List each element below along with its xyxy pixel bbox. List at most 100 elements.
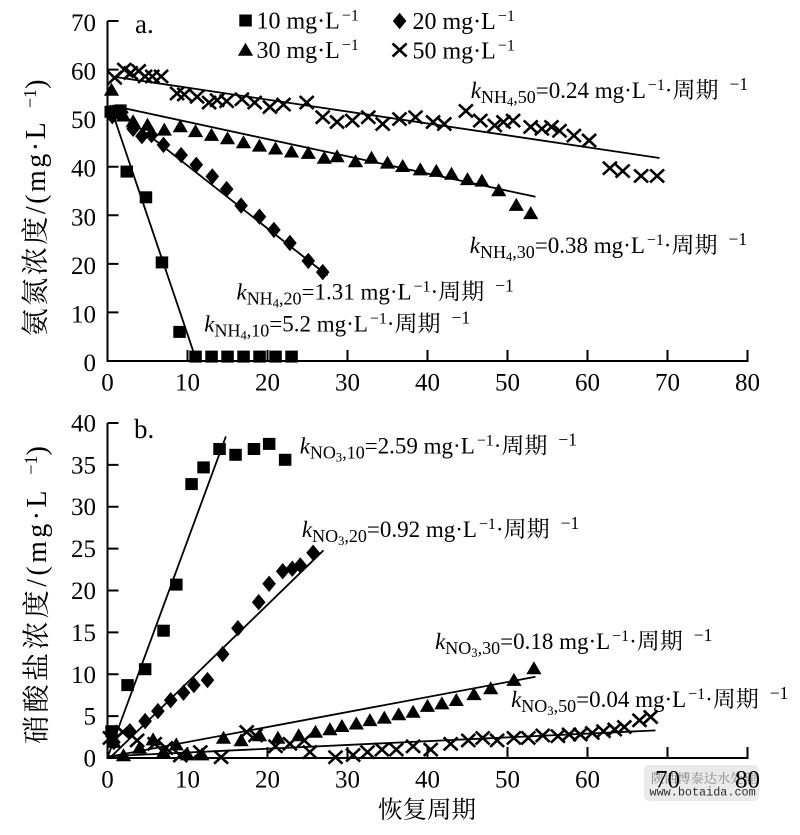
svg-text:,20: ,20 — [344, 526, 367, 546]
svg-text:k: k — [204, 312, 215, 337]
svg-text:,20: ,20 — [279, 289, 302, 309]
svg-text:−1: −1 — [647, 232, 664, 249]
svg-text:·: · — [431, 280, 439, 305]
svg-text:30: 30 — [335, 766, 360, 793]
svg-text:4: 4 — [273, 297, 280, 311]
svg-text:4: 4 — [506, 250, 513, 264]
svg-text:−1: −1 — [20, 89, 40, 108]
svg-text:3: 3 — [336, 451, 342, 465]
svg-text:·: · — [664, 233, 672, 258]
svg-text:k: k — [511, 687, 522, 712]
svg-text:25: 25 — [71, 536, 96, 563]
svg-text:,50: ,50 — [513, 87, 536, 107]
svg-text:80: 80 — [735, 766, 760, 793]
svg-text:=0.04 mg·L: =0.04 mg·L — [576, 687, 686, 712]
svg-text:3: 3 — [471, 646, 477, 660]
svg-text:NO: NO — [310, 443, 336, 463]
svg-text:,30: ,30 — [512, 242, 535, 262]
svg-text:−1: −1 — [370, 311, 387, 328]
svg-text:−1: −1 — [342, 37, 359, 54]
svg-text:−1: −1 — [495, 276, 514, 296]
svg-text:3: 3 — [338, 534, 344, 548]
svg-text:0: 0 — [101, 370, 114, 397]
svg-text:·: · — [494, 434, 502, 459]
svg-text:−1: −1 — [479, 516, 496, 533]
svg-text:,30: ,30 — [478, 638, 501, 658]
svg-text:−1: −1 — [688, 686, 705, 703]
svg-text:80: 80 — [735, 370, 760, 397]
svg-text:NH: NH — [480, 242, 506, 262]
svg-text:50: 50 — [495, 370, 520, 397]
svg-text:0: 0 — [84, 746, 97, 773]
svg-text:10: 10 — [71, 662, 96, 689]
svg-text:20 mg·L: 20 mg·L — [413, 9, 496, 35]
svg-text:−1: −1 — [561, 513, 580, 533]
svg-text:30: 30 — [71, 204, 96, 231]
svg-text:=2.59 mg·L: =2.59 mg·L — [365, 434, 475, 459]
svg-text:): ) — [22, 446, 53, 455]
svg-text:40: 40 — [71, 156, 96, 183]
svg-text:a.: a. — [135, 9, 154, 39]
svg-text:0: 0 — [101, 766, 114, 793]
svg-text:50: 50 — [71, 107, 96, 134]
svg-text:k: k — [302, 517, 313, 542]
svg-text:−1: −1 — [477, 433, 494, 450]
svg-text:−1: −1 — [648, 77, 665, 94]
svg-text:4: 4 — [241, 329, 248, 343]
svg-text:30: 30 — [335, 370, 360, 397]
svg-text:,10: ,10 — [342, 443, 365, 463]
svg-text:10: 10 — [175, 766, 200, 793]
svg-text:,50: ,50 — [554, 696, 577, 716]
svg-text:−1: −1 — [21, 456, 41, 475]
svg-text:20: 20 — [71, 253, 96, 280]
svg-text:NH: NH — [247, 289, 273, 309]
svg-text:−1: −1 — [729, 229, 748, 249]
svg-text:−1: −1 — [730, 74, 749, 94]
svg-text:k: k — [435, 629, 446, 654]
svg-text:,10: ,10 — [247, 321, 269, 341]
svg-text:−1: −1 — [770, 683, 789, 703]
svg-text:70: 70 — [655, 370, 680, 397]
svg-text:5: 5 — [84, 704, 97, 731]
svg-text:=0.38 mg·L: =0.38 mg·L — [535, 233, 645, 258]
svg-text:60: 60 — [575, 370, 600, 397]
svg-text:40: 40 — [415, 766, 440, 793]
svg-text:): ) — [21, 80, 52, 89]
svg-text:20: 20 — [255, 370, 280, 397]
svg-text:30: 30 — [71, 494, 96, 521]
svg-text:10: 10 — [175, 370, 200, 397]
svg-text:30 mg·L: 30 mg·L — [257, 38, 340, 64]
svg-text:NO: NO — [445, 638, 471, 658]
svg-text:=0.24 mg·L: =0.24 mg·L — [536, 78, 646, 103]
svg-text:0: 0 — [84, 350, 97, 377]
svg-text:b.: b. — [134, 414, 154, 444]
svg-text:−1: −1 — [612, 628, 629, 645]
svg-text:−1: −1 — [498, 38, 515, 55]
svg-text:=1.31 mg·L: =1.31 mg·L — [302, 280, 412, 305]
svg-text:10: 10 — [71, 301, 96, 328]
svg-text:·: · — [387, 312, 395, 337]
svg-text:35: 35 — [71, 452, 96, 479]
svg-text:k: k — [470, 233, 481, 258]
svg-text:k: k — [471, 78, 482, 103]
svg-text:NO: NO — [312, 526, 338, 546]
svg-text:20: 20 — [71, 578, 96, 605]
svg-text:·: · — [496, 517, 504, 542]
svg-text:40: 40 — [71, 411, 96, 438]
svg-text:60: 60 — [71, 59, 96, 86]
svg-text:60: 60 — [575, 766, 600, 793]
svg-text:/(mg·L: /(mg·L — [22, 487, 53, 587]
svg-text:10 mg·L: 10 mg·L — [257, 9, 340, 35]
svg-text:−1: −1 — [342, 8, 359, 25]
svg-text:50: 50 — [495, 766, 520, 793]
svg-text:70: 70 — [71, 10, 96, 37]
svg-text:www.botaida.com: www.botaida.com — [650, 786, 756, 800]
svg-text:NH: NH — [215, 321, 241, 341]
svg-text:=5.2 mg·L: =5.2 mg·L — [269, 312, 368, 337]
svg-text:70: 70 — [655, 766, 680, 793]
svg-text:3: 3 — [547, 704, 553, 718]
svg-text:/(mg·L: /(mg·L — [21, 120, 52, 214]
svg-text:20: 20 — [255, 766, 280, 793]
svg-text:k: k — [300, 434, 311, 459]
svg-text:15: 15 — [71, 620, 96, 647]
